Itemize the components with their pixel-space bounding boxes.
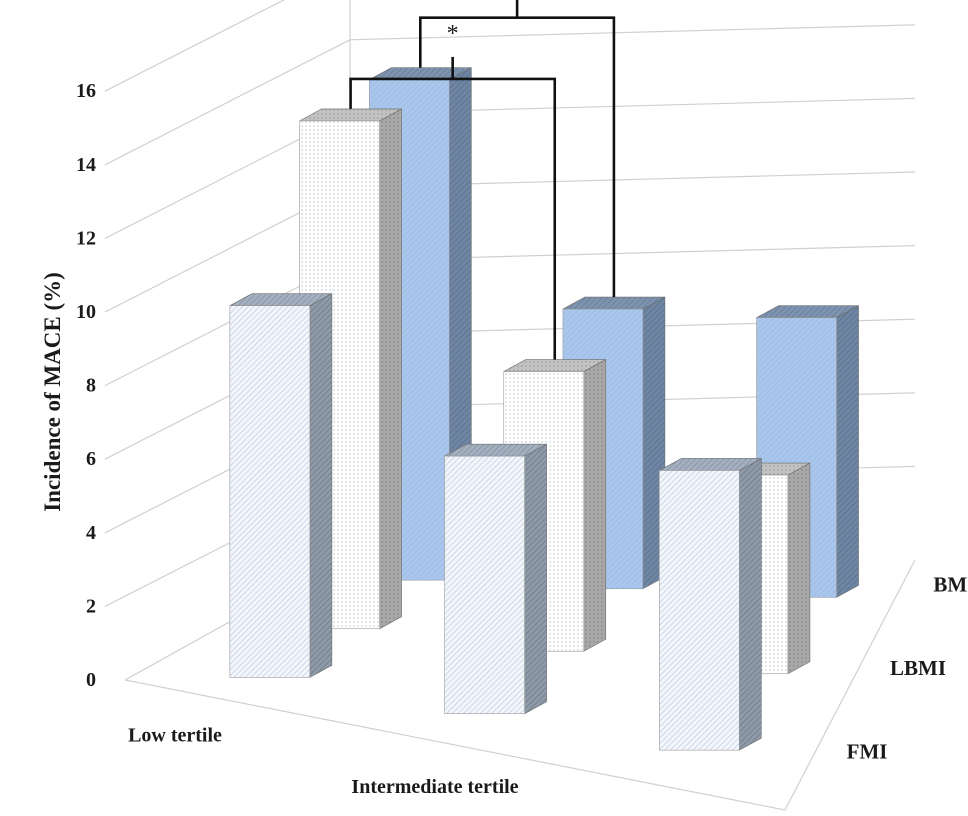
y-axis-title: Incidence of MACE (%) [40,272,65,512]
y-tick-label: 16 [76,80,96,102]
bar-side [379,108,402,630]
gridline-back [349,24,916,41]
y-tick-label: 8 [86,375,96,397]
bar-side [739,457,762,751]
significance-star: * [447,21,459,47]
floor-front-edge [124,679,786,811]
gridline-side [104,39,351,166]
y-tick-label: 0 [86,669,96,691]
y-tick-label: 6 [86,448,96,470]
y-tick-label: 4 [86,522,96,544]
y-tick-label: 14 [76,154,96,176]
series-label: FMI [847,739,888,763]
bars [229,67,859,751]
significance-brackets: ** [349,0,616,360]
series-label: BMI [933,573,968,597]
series-label: LBMI [890,656,946,680]
gridline-side [104,0,286,92]
bar-side [787,462,811,675]
floor-right-edge [784,559,916,811]
category-label: Intermediate tertile [351,776,518,798]
bar-FMI-2 [659,470,740,751]
bar-FMI-0 [229,305,311,678]
bar-side [836,305,859,598]
labels: 0 2 4 6 8 10 12 14 16 Low tertile Intermediate ter… [76,80,968,798]
significance-bracket [419,16,616,298]
bar-side [524,443,547,715]
y-tick-label: 10 [76,301,96,323]
bar-FMI-1 [444,455,525,715]
bar-side [309,293,333,678]
category-label: Low tertile [128,725,222,747]
y-tick-label: 2 [86,595,96,617]
y-tick-label: 12 [76,227,96,249]
bar-side [583,359,607,652]
